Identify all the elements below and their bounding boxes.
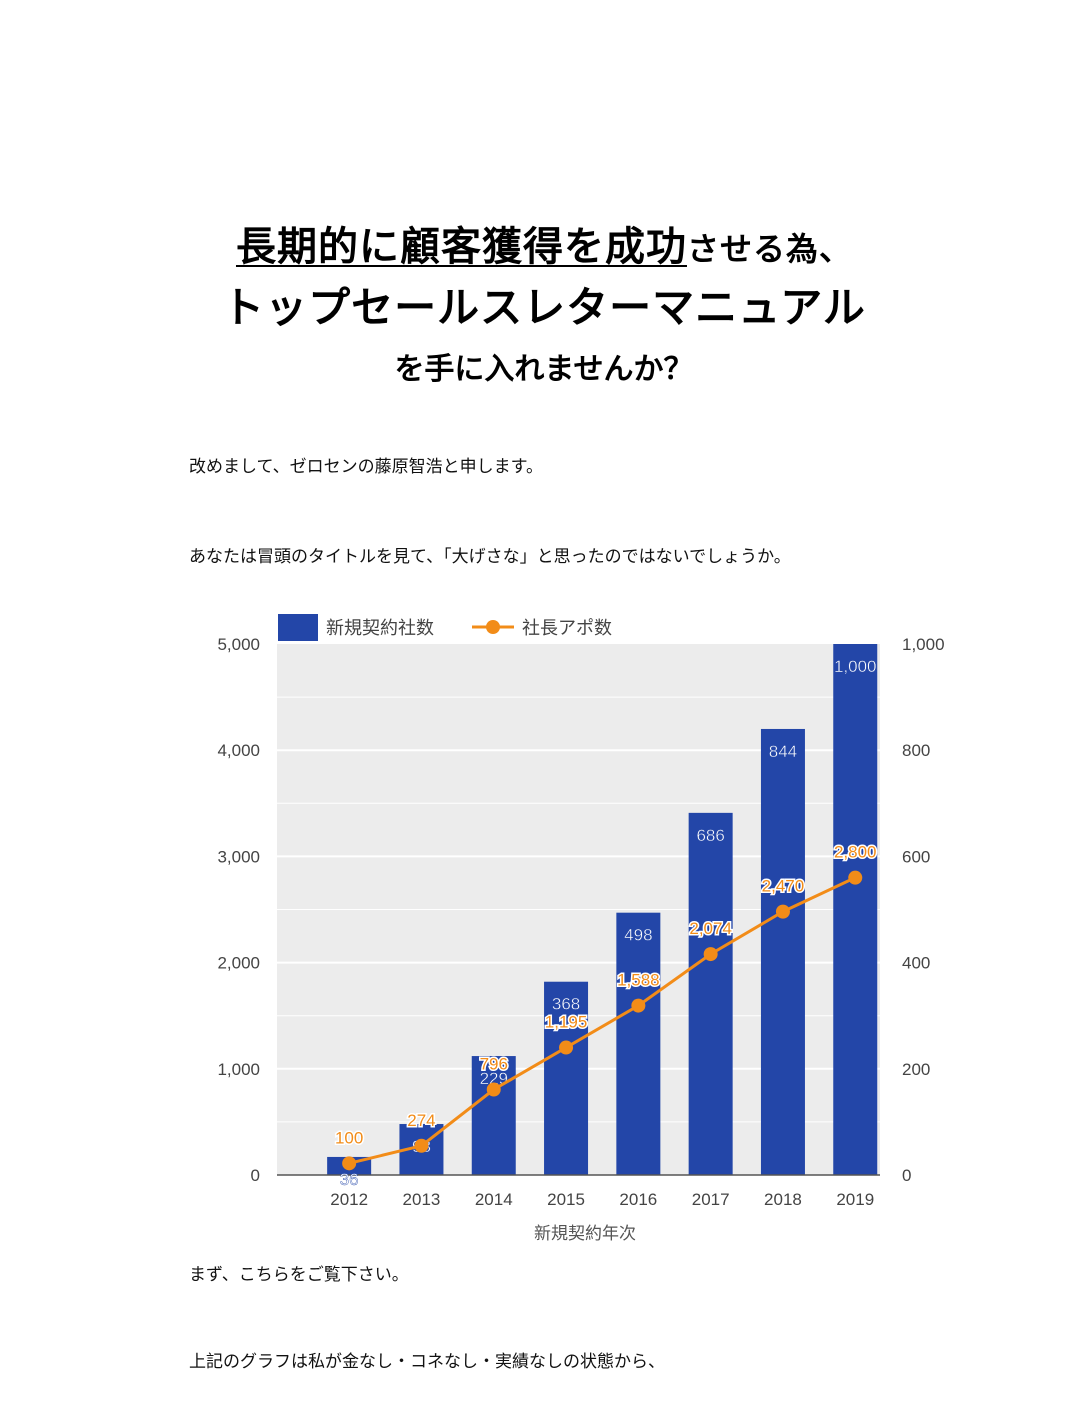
legend-line-label: 社長アポ数 xyxy=(522,618,612,638)
line-series-path xyxy=(348,876,856,1165)
bar-data-label: 498 xyxy=(624,926,652,945)
contracts-chart: 0 1,000 2,000 3,000 4,000 5,000 0 200 400 600 800 1… xyxy=(217,614,945,1243)
x-axis-tick-label: 2017 xyxy=(692,1190,730,1209)
bar-data-label: 368 xyxy=(552,995,580,1014)
line-data-label: 2,800 xyxy=(834,843,877,862)
right-axis-tick-label: 800 xyxy=(902,741,930,760)
line-data-label: 274 xyxy=(407,1111,435,1130)
right-axis-tick-label: 0 xyxy=(902,1166,911,1185)
left-axis-tick-label: 4,000 xyxy=(217,741,260,760)
x-axis-tick-label: 2018 xyxy=(764,1190,802,1209)
right-axis-tick-label: 600 xyxy=(902,847,930,866)
line-point xyxy=(703,947,718,962)
line-point xyxy=(414,1138,429,1153)
right-axis-tick-label: 400 xyxy=(902,954,930,973)
bar xyxy=(544,981,589,1175)
line-data-label: 1,588 xyxy=(617,971,660,990)
line-data-label: 1,195 xyxy=(545,1013,588,1032)
legend-bar-label: 新規契約社数 xyxy=(326,618,434,638)
right-axis-tick-label: 200 xyxy=(902,1060,930,1079)
line-point xyxy=(342,1156,357,1171)
left-axis-tick-label: 1,000 xyxy=(217,1060,260,1079)
look-paragraph: まず、こちらをご覧下さい。 xyxy=(189,1265,409,1285)
explanation-paragraph: 上記のグラフは私が金なし・コネなし・実績なしの状態から、 xyxy=(189,1352,665,1372)
x-axis-tick-label: 2015 xyxy=(547,1190,585,1209)
left-axis-tick-label: 5,000 xyxy=(217,635,260,654)
line-data-label: 100 xyxy=(335,1128,363,1147)
bar xyxy=(616,912,661,1175)
legend-bar-swatch xyxy=(278,614,318,641)
title-suffix: させる為、 xyxy=(686,230,852,268)
line-point xyxy=(848,870,863,885)
bar-data-label: 686 xyxy=(696,826,724,845)
line-data-label: 796 xyxy=(480,1055,508,1074)
bar-data-label: 844 xyxy=(769,742,797,761)
line-point xyxy=(559,1040,574,1055)
intro-paragraph: 改めまして、ゼロセンの藤原智浩と申します。 xyxy=(189,457,543,477)
title-underlined: 長期的に顧客獲得を成功 xyxy=(235,223,687,270)
bar-data-label: 36 xyxy=(340,1170,359,1189)
left-axis-tick-label: 2,000 xyxy=(217,954,260,973)
line-data-label: 2,470 xyxy=(762,877,805,896)
line-point xyxy=(631,998,646,1013)
page-title: 長期的に顧客獲得を成功させる為、 xyxy=(0,214,1088,272)
line-data-label: 2,074 xyxy=(689,919,732,938)
x-axis-title: 新規契約年次 xyxy=(534,1224,636,1243)
left-axis-tick-label: 3,000 xyxy=(217,847,260,866)
page-subtitle: トップセールスレターマニュアル xyxy=(222,283,866,332)
bar xyxy=(688,812,733,1175)
x-axis-tick-label: 2019 xyxy=(836,1190,874,1209)
question-paragraph: あなたは冒頭のタイトルを見て、「大げさな」と思ったのではないでしょうか。 xyxy=(189,547,791,567)
right-axis-tick-label: 1,000 xyxy=(902,635,945,654)
bar-data-label: 229 xyxy=(480,1069,508,1088)
legend-line-marker xyxy=(486,620,500,634)
x-axis-tick-label: 2016 xyxy=(619,1190,657,1209)
bar xyxy=(471,1056,516,1175)
page-tagline: を手に入れませんか？ xyxy=(394,352,694,387)
bar xyxy=(760,728,805,1175)
left-axis-tick-label: 0 xyxy=(251,1166,260,1185)
bar-data-label: 1,000 xyxy=(834,657,877,676)
x-axis-tick-label: 2012 xyxy=(330,1190,368,1209)
x-axis-tick-label: 2014 xyxy=(475,1190,513,1209)
line-point xyxy=(775,904,790,919)
line-point xyxy=(486,1082,501,1097)
x-axis-tick-label: 2013 xyxy=(403,1190,441,1209)
bar xyxy=(833,644,878,1175)
